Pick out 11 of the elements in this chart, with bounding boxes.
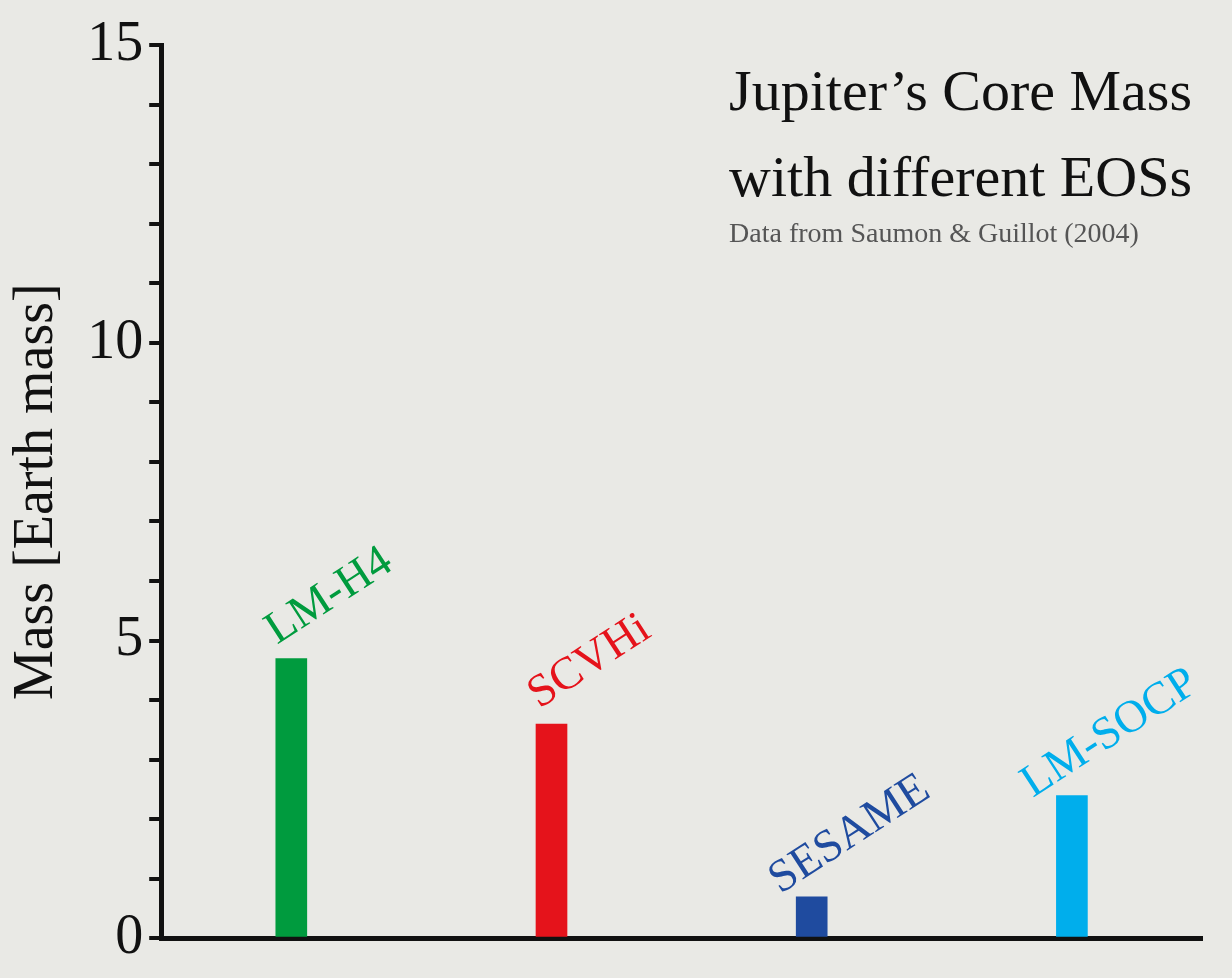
bar (275, 658, 308, 937)
text: Data from Saumon & Guillot (2004) (729, 217, 1139, 248)
bar (1056, 795, 1088, 937)
y-axis-title: Mass [Earth mass] (2, 283, 65, 701)
text: Jupiter’s Core Mass with different EOSs (729, 58, 1193, 209)
y-tick-label: 10 (87, 307, 144, 370)
y-tick-label: 0 (115, 903, 144, 966)
bar (535, 723, 568, 937)
y-tick-label: 15 (87, 9, 144, 72)
y-tick-label: 5 (115, 605, 144, 668)
bar (795, 896, 828, 937)
